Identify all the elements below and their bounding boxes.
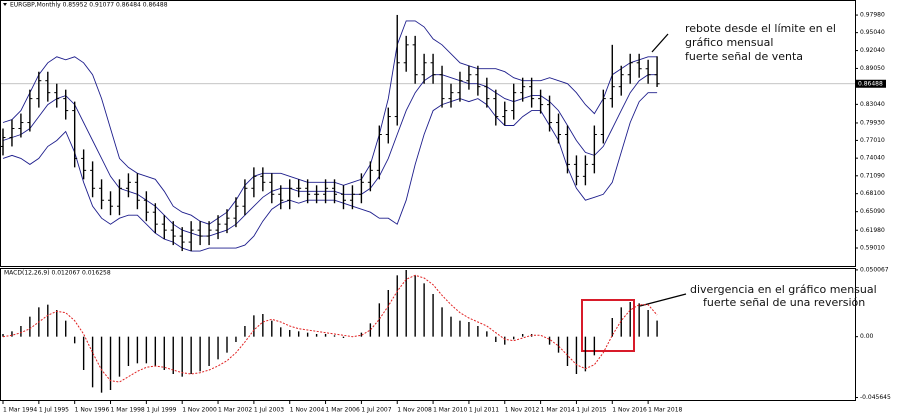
- highlight-box: [581, 299, 635, 352]
- x-tick-label: 1 Nov 1996: [75, 407, 110, 414]
- x-tick-label: 1 Nov 2004: [290, 407, 325, 414]
- pointer-line: [651, 33, 669, 53]
- x-tick-label: 1 Mar 2014: [541, 407, 575, 414]
- x-tick-label: 1 Mar 2018: [648, 407, 682, 414]
- price-panel-frame: [0, 0, 856, 267]
- macd-title: MACD(12,26,9) 0.012067 0.016258: [4, 270, 111, 277]
- annotation: fuerte señal de una reversión: [703, 296, 865, 309]
- y-tick-label: 0.65090: [860, 208, 885, 215]
- y-tick-label: 0.59010: [860, 245, 885, 252]
- x-tick-label: 1 Nov 2000: [182, 407, 217, 414]
- y-tick-label: 0.00: [860, 333, 874, 340]
- x-tick-label: 1 Mar 2010: [433, 407, 467, 414]
- x-tick-label: 1 Jul 1999: [146, 407, 176, 414]
- y-tick-label: 0.79930: [860, 119, 885, 126]
- annotation: divergencia en el gráfico mensual: [690, 283, 877, 296]
- y-tick-label: 0.95040: [860, 29, 885, 36]
- x-tick-label: 1 Jul 2007: [361, 407, 391, 414]
- y-tick-label: 0.68100: [860, 190, 885, 197]
- annotation: gráfico mensual: [685, 36, 773, 49]
- x-tick-label: 1 Mar 2006: [326, 407, 360, 414]
- macd-panel-frame: [0, 268, 856, 401]
- bollinger-lower: [2, 92, 658, 252]
- current-price-box: [856, 79, 886, 88]
- y-tick-label: 0.61980: [860, 227, 885, 234]
- annotation: rebote desde el límite en el: [685, 22, 836, 35]
- y-tick-label: 0.97980: [860, 12, 885, 19]
- pointer-line: [639, 293, 687, 307]
- annotation: fuerte señal de venta: [685, 50, 803, 63]
- current-price-label: 0.86488: [858, 80, 883, 87]
- y-tick-label: 0.89050: [860, 65, 885, 72]
- y-tick-label: 0.71090: [860, 172, 885, 179]
- menu-arrow: [3, 3, 7, 6]
- y-tick-label: -0.045645: [860, 394, 891, 401]
- x-tick-label: 1 Jul 2011: [469, 407, 499, 414]
- y-tick-label: 0.83040: [860, 101, 885, 108]
- y-tick-label: 0.74040: [860, 155, 885, 162]
- x-tick-label: 1 Nov 2012: [505, 407, 540, 414]
- y-tick-label: 0.050067: [860, 266, 889, 273]
- x-tick-label: 1 Jul 1995: [39, 407, 69, 414]
- price-title: EURGBP,Monthly 0.85952 0.91077 0.86484 0…: [10, 2, 168, 9]
- x-tick-label: 1 Jul 2003: [254, 407, 284, 414]
- bollinger-middle: [2, 74, 658, 237]
- signal-line: [2, 274, 658, 383]
- bollinger-upper: [2, 20, 658, 225]
- x-tick-label: 1 Nov 2008: [397, 407, 432, 414]
- y-tick-label: 0.77010: [860, 137, 885, 144]
- x-tick-label: 1 Mar 1994: [3, 407, 37, 414]
- x-tick-label: 1 Mar 1998: [111, 407, 145, 414]
- x-tick-label: 1 Nov 2016: [612, 407, 647, 414]
- x-tick-label: 1 Jul 2015: [576, 407, 606, 414]
- y-tick-label: 0.92040: [860, 47, 885, 54]
- x-tick-label: 1 Mar 2002: [218, 407, 252, 414]
